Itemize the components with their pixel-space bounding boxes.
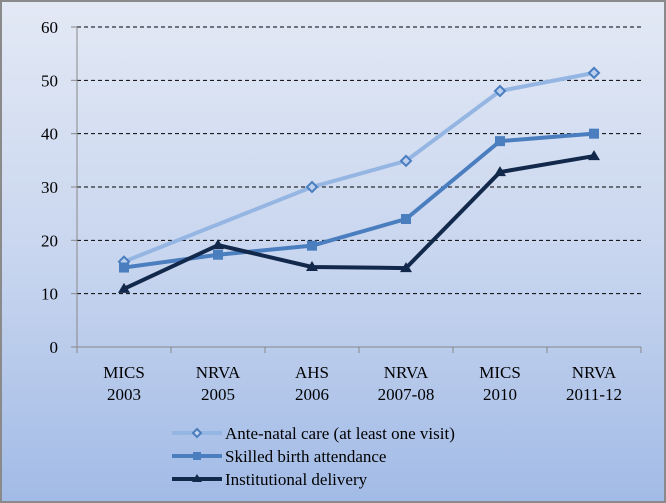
axes — [71, 26, 642, 353]
y-tick-label: 50 — [41, 71, 58, 90]
square-marker — [119, 262, 129, 273]
triangle-marker — [588, 150, 600, 161]
legend-item: Institutional delivery — [172, 470, 368, 489]
x-tick-label: 2005 — [201, 385, 235, 404]
x-tick-label: 2003 — [107, 385, 141, 404]
series-line — [123, 154, 595, 291]
triangle-marker — [494, 166, 506, 177]
x-tick-label: NRVA — [572, 363, 617, 382]
x-tick-label: NRVA — [384, 363, 429, 382]
x-tick-label: 2006 — [295, 385, 329, 404]
triangle-marker — [118, 282, 130, 293]
legend-label: Skilled birth attendance — [225, 447, 386, 466]
square-marker — [401, 214, 411, 224]
diamond-marker — [399, 154, 413, 168]
triangle-marker — [400, 262, 412, 273]
gridlines — [77, 26, 641, 295]
diamond-marker — [493, 84, 507, 98]
series-square — [119, 128, 599, 273]
x-tick-label: MICS — [479, 363, 521, 382]
square-marker — [307, 240, 317, 251]
legend-item: Skilled birth attendance — [172, 447, 386, 466]
square-marker — [495, 136, 505, 147]
triangle-marker — [306, 261, 318, 271]
y-tick-label: 10 — [41, 285, 58, 304]
series-group — [117, 66, 601, 293]
triangle-marker — [212, 239, 224, 250]
y-tick-labels: 0 10 20 30 40 50 60 — [41, 18, 58, 357]
y-tick-label: 0 — [50, 338, 59, 357]
legend-label: Institutional delivery — [225, 470, 368, 489]
y-tick-label: 30 — [41, 178, 58, 197]
legend: Ante-natal care (at least one visit) Skil… — [172, 424, 455, 489]
square-marker — [589, 128, 599, 139]
y-tick-label: 60 — [41, 18, 58, 37]
x-tick-label: AHS — [295, 363, 329, 382]
x-tick-label: 2007-08 — [378, 385, 435, 404]
legend-label: Ante-natal care (at least one visit) — [225, 424, 455, 443]
y-tick-label: 40 — [41, 125, 58, 144]
x-tick-label: 2011-12 — [566, 385, 622, 404]
diamond-marker — [305, 180, 319, 194]
square-marker — [213, 249, 223, 260]
triangle-marker — [192, 474, 202, 482]
series-line — [123, 131, 595, 270]
x-tick-label: NRVA — [196, 363, 241, 382]
legend-item: Ante-natal care (at least one visit) — [172, 424, 455, 443]
x-tick-label: MICS — [103, 363, 145, 382]
y-tick-label: 20 — [41, 231, 58, 250]
series-triangle — [118, 150, 600, 293]
x-tick-label: 2010 — [483, 385, 517, 404]
x-tick-labels: MICS 2003 NRVA 2005 AHS 2006 NRVA 2007-08 MICS 20… — [103, 363, 622, 404]
diamond-marker — [587, 66, 601, 80]
square-marker — [193, 452, 201, 460]
diamond-marker — [191, 427, 203, 439]
